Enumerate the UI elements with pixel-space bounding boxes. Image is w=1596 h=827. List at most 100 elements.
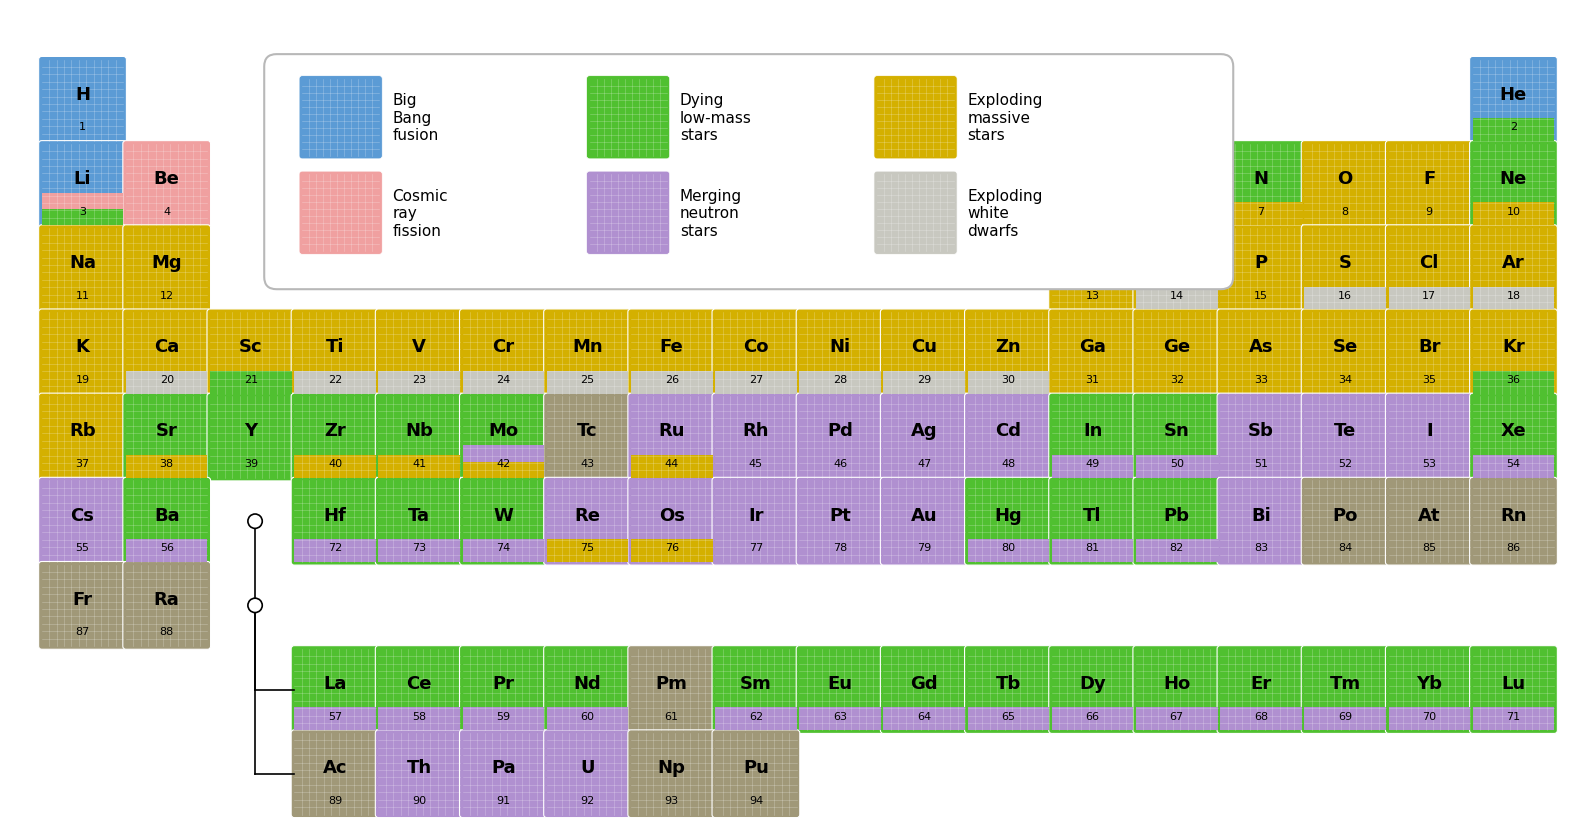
Text: 89: 89: [327, 795, 342, 805]
FancyBboxPatch shape: [796, 478, 884, 566]
Text: Pd: Pd: [827, 422, 852, 440]
FancyBboxPatch shape: [1133, 309, 1221, 397]
Bar: [126, 539, 207, 562]
FancyBboxPatch shape: [290, 394, 378, 481]
Text: Ba: Ba: [153, 506, 179, 524]
Bar: [630, 456, 712, 478]
Text: Ca: Ca: [155, 338, 179, 356]
Text: Xe: Xe: [1500, 422, 1526, 440]
FancyBboxPatch shape: [375, 478, 463, 566]
Text: In: In: [1084, 422, 1103, 440]
Text: Pu: Pu: [744, 758, 769, 777]
Bar: [463, 539, 544, 562]
Bar: [1389, 287, 1470, 310]
Text: Tm: Tm: [1329, 674, 1361, 692]
Text: W: W: [493, 506, 514, 524]
Text: Zr: Zr: [324, 422, 346, 440]
Text: 37: 37: [75, 459, 89, 469]
FancyBboxPatch shape: [1470, 309, 1558, 397]
Text: Sc: Sc: [239, 338, 263, 356]
Text: C: C: [1170, 170, 1183, 188]
Text: 61: 61: [666, 710, 678, 721]
Bar: [1136, 456, 1218, 478]
FancyBboxPatch shape: [1301, 226, 1389, 313]
Text: Dy: Dy: [1079, 674, 1106, 692]
Text: 84: 84: [1337, 543, 1352, 552]
FancyBboxPatch shape: [544, 646, 632, 734]
Text: Bi: Bi: [1251, 506, 1270, 524]
Text: Sm: Sm: [741, 674, 772, 692]
Text: 25: 25: [581, 375, 595, 385]
FancyBboxPatch shape: [207, 394, 295, 481]
Text: Li: Li: [73, 170, 91, 188]
FancyBboxPatch shape: [1218, 226, 1306, 313]
FancyBboxPatch shape: [1049, 141, 1136, 229]
Text: 57: 57: [329, 710, 342, 721]
Text: 45: 45: [749, 459, 763, 469]
FancyBboxPatch shape: [298, 172, 383, 255]
Bar: [41, 194, 123, 210]
Text: 28: 28: [833, 375, 847, 385]
Text: B: B: [1085, 170, 1100, 188]
Bar: [1304, 287, 1385, 310]
Text: 1: 1: [80, 122, 86, 132]
Text: Re: Re: [575, 506, 600, 524]
FancyBboxPatch shape: [460, 309, 547, 397]
Text: V: V: [412, 338, 426, 356]
Text: 85: 85: [1422, 543, 1436, 552]
Text: Merging
neutron
stars: Merging neutron stars: [680, 189, 742, 238]
FancyBboxPatch shape: [875, 77, 958, 160]
Text: 88: 88: [160, 627, 174, 637]
Circle shape: [247, 514, 262, 528]
Bar: [630, 539, 712, 562]
Bar: [1221, 708, 1302, 730]
FancyBboxPatch shape: [290, 646, 378, 734]
Text: 24: 24: [496, 375, 511, 385]
Text: 10: 10: [1507, 207, 1521, 217]
Text: 20: 20: [160, 375, 174, 385]
Text: Exploding
massive
stars: Exploding massive stars: [967, 93, 1042, 143]
FancyBboxPatch shape: [1301, 478, 1389, 566]
FancyBboxPatch shape: [1301, 141, 1389, 229]
Text: 8: 8: [1342, 207, 1349, 217]
Text: La: La: [324, 674, 346, 692]
FancyBboxPatch shape: [881, 646, 969, 734]
Bar: [378, 371, 460, 394]
FancyBboxPatch shape: [1470, 226, 1558, 313]
FancyBboxPatch shape: [1218, 646, 1306, 734]
Text: Ce: Ce: [407, 674, 433, 692]
Text: Dying
low-mass
stars: Dying low-mass stars: [680, 93, 752, 143]
Text: Kr: Kr: [1502, 338, 1524, 356]
Text: 55: 55: [75, 543, 89, 552]
FancyBboxPatch shape: [1133, 478, 1221, 566]
Bar: [1136, 708, 1218, 730]
Bar: [378, 456, 460, 478]
Bar: [1221, 203, 1302, 226]
Text: 65: 65: [1001, 710, 1015, 721]
Text: 49: 49: [1085, 459, 1100, 469]
Text: Cr: Cr: [492, 338, 514, 356]
Text: Rb: Rb: [69, 422, 96, 440]
Text: 69: 69: [1337, 710, 1352, 721]
Text: At: At: [1419, 506, 1441, 524]
Bar: [1136, 539, 1218, 562]
FancyBboxPatch shape: [123, 309, 211, 397]
Text: 73: 73: [412, 543, 426, 552]
Text: Po: Po: [1333, 506, 1358, 524]
Text: 74: 74: [496, 543, 511, 552]
FancyBboxPatch shape: [375, 730, 463, 818]
Text: Rh: Rh: [742, 422, 769, 440]
FancyBboxPatch shape: [627, 478, 715, 566]
Bar: [967, 539, 1049, 562]
FancyBboxPatch shape: [38, 309, 126, 397]
Text: 64: 64: [918, 710, 932, 721]
Text: 38: 38: [160, 459, 174, 469]
FancyBboxPatch shape: [1049, 394, 1136, 481]
Text: Lu: Lu: [1502, 674, 1526, 692]
Text: 90: 90: [412, 795, 426, 805]
Text: 40: 40: [329, 459, 342, 469]
Text: Al: Al: [1082, 254, 1103, 272]
FancyBboxPatch shape: [964, 646, 1052, 734]
Text: F: F: [1424, 170, 1435, 188]
Circle shape: [247, 599, 262, 613]
